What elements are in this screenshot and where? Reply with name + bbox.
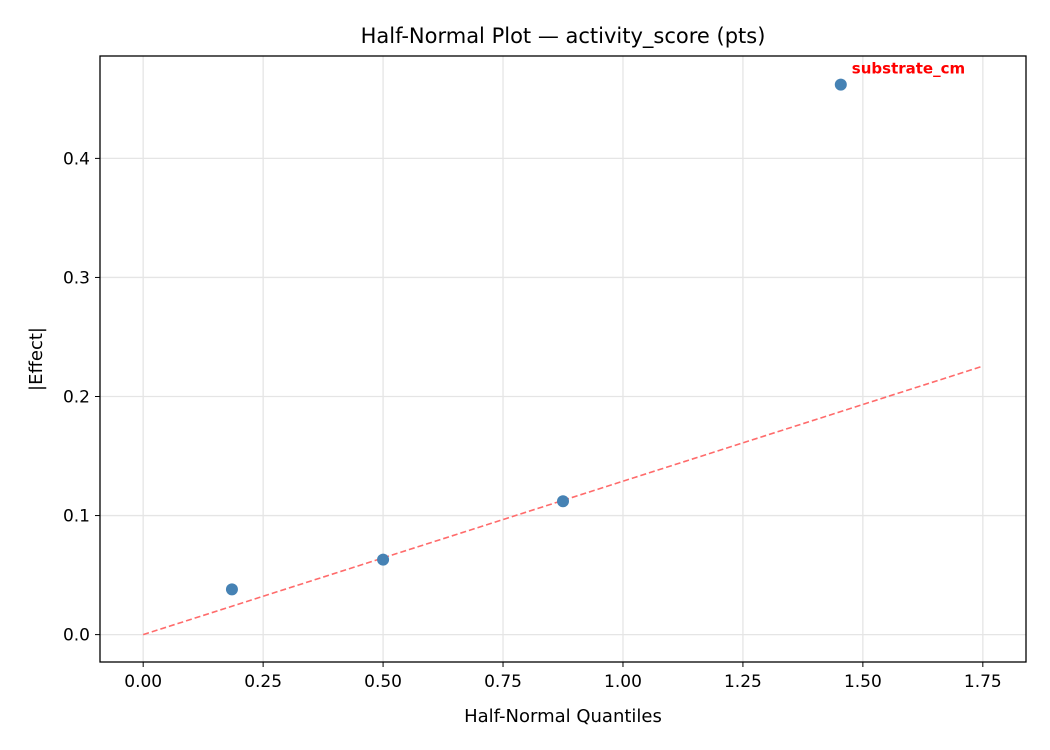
y-axis-label: |Effect| [26, 327, 47, 391]
x-tick-label: 0.50 [364, 672, 402, 692]
x-tick-label: 0.25 [244, 672, 282, 692]
x-tick-label: 1.50 [844, 672, 882, 692]
x-tick-label: 1.00 [604, 672, 642, 692]
plot-frame [99, 55, 1027, 663]
x-tick-label: 0.00 [124, 672, 162, 692]
point-annotation: substrate_cm [852, 60, 965, 78]
data-point [377, 553, 390, 566]
chart-title: Half-Normal Plot — activity_score (pts) [361, 24, 766, 49]
reference-line [142, 365, 984, 636]
y-tick-label: 0.0 [63, 626, 90, 646]
data-point [557, 495, 569, 508]
x-tick-label: 1.25 [724, 672, 762, 692]
x-tick-label: 0.75 [484, 672, 522, 692]
y-tick-label: 0.2 [63, 388, 90, 408]
data-point [225, 583, 238, 596]
y-tick-label: 0.1 [63, 507, 90, 527]
data-point [834, 78, 847, 91]
y-tick-label: 0.4 [63, 149, 90, 169]
y-tick-label: 0.3 [63, 268, 90, 288]
x-axis-label: Half-Normal Quantiles [464, 706, 662, 727]
x-tick-label: 1.75 [964, 672, 1002, 692]
